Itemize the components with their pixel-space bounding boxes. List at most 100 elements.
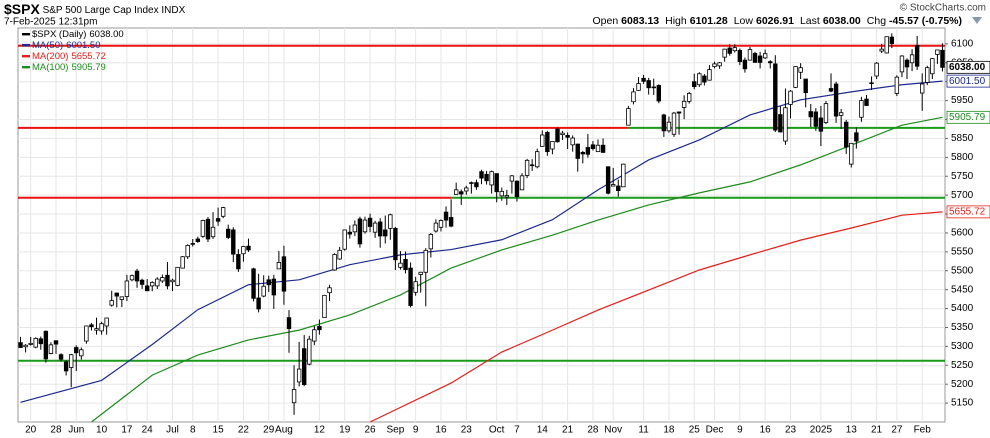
y-tick-label: 5950 [951, 95, 974, 106]
candle-body [453, 189, 459, 195]
candle-body [241, 246, 246, 255]
candle-body [869, 82, 874, 85]
y-tick-label: 5800 [951, 152, 974, 163]
y-tick-label: 5250 [951, 360, 974, 371]
candle-body [788, 90, 793, 105]
candle-body [347, 231, 352, 235]
exchange: INDX [161, 5, 185, 16]
candle-body [134, 270, 140, 282]
candle-body [357, 218, 363, 245]
x-tick-label: 29 [263, 425, 275, 436]
candle-body [155, 278, 160, 287]
candle-body [489, 171, 494, 186]
candle-body [509, 175, 515, 182]
candle-body [798, 67, 803, 73]
candle-body [276, 262, 282, 270]
candle-body [79, 349, 84, 357]
candle-body [661, 114, 667, 132]
quote-label: Chg [867, 15, 886, 27]
candle-body [220, 207, 226, 217]
x-tick-label: 28 [587, 425, 599, 436]
candle-body [742, 59, 748, 70]
candle-body [200, 220, 206, 237]
index-name: S&P 500 Large Cap Index [43, 5, 159, 16]
candle-body [302, 348, 307, 385]
symbol: $SPX [4, 1, 40, 17]
candle-body [727, 47, 732, 54]
candle-body [585, 147, 591, 155]
candle-body [286, 317, 292, 330]
price-tag-box [946, 110, 990, 124]
candle-body [828, 88, 834, 92]
legend-value: 5655.72 [71, 51, 105, 62]
candle-body [236, 254, 241, 270]
candle-body [443, 211, 449, 221]
candle-body [636, 83, 641, 91]
candle-body [307, 338, 312, 365]
quote-value: 6083.13 [621, 15, 659, 27]
candle-body [859, 100, 864, 118]
candle-body [150, 282, 155, 287]
candle-body [271, 278, 277, 296]
candle-body [519, 175, 525, 191]
candle-body [68, 354, 74, 368]
x-tick-label: 22 [238, 425, 250, 436]
y-tick-label: 6100 [951, 39, 974, 50]
menu-arrow[interactable] [972, 17, 982, 24]
y-tick-label: 5350 [951, 322, 974, 333]
candle-body [53, 340, 59, 345]
legend-value: 6001.50 [66, 40, 100, 51]
candle-body [43, 330, 49, 360]
y-tick-label: 5550 [951, 246, 974, 257]
x-tick-label: 20 [25, 425, 37, 436]
candle-body [352, 224, 358, 233]
quote-value: 6101.28 [690, 15, 728, 27]
legend-entry: MA(100) 5905.79 [32, 62, 106, 73]
legend-name: MA(200) [32, 51, 68, 62]
legend-value: 5905.79 [71, 62, 105, 73]
candle-body [712, 63, 717, 67]
x-tick-label: 23 [461, 425, 473, 436]
x-tick-label: 27 [891, 425, 903, 436]
candle-body [773, 63, 778, 131]
candle-body [752, 52, 758, 63]
candle-body [535, 151, 540, 168]
legend-name: MA(100) [32, 62, 68, 73]
candle-body [119, 296, 125, 300]
y-tick-label: 5300 [951, 341, 974, 352]
candle-body [448, 217, 454, 227]
candle-body [920, 83, 925, 94]
ma-line [91, 116, 943, 422]
price-tag-box [946, 74, 990, 88]
candle-body [114, 292, 119, 297]
legend-swatch [22, 44, 30, 47]
candle-body [580, 152, 586, 155]
quote-label: Low [734, 15, 754, 27]
x-tick-label: Aug [275, 425, 293, 436]
price-tag: 6038.00 [949, 62, 986, 73]
candle-body [84, 325, 89, 342]
candle-body [205, 218, 211, 240]
candle-body [438, 220, 444, 228]
candle-body [261, 285, 266, 297]
candle-body [226, 228, 231, 238]
x-tick-label: Jul [166, 425, 179, 436]
candle-body [656, 85, 661, 102]
candle-body [823, 103, 829, 123]
quote-value: 6026.91 [756, 15, 794, 27]
x-tick-label: 28 [50, 425, 62, 436]
price-tag: 6001.50 [949, 76, 986, 87]
datetime: 7-Feb-2025 12:31pm [4, 17, 97, 28]
x-tick-label: 8 [190, 425, 196, 436]
axes: 5150 5200 5250 5300 5350 5400 5450 5500 5550 5600… [25, 39, 990, 436]
candle-body [702, 75, 707, 83]
candle-body [48, 344, 54, 354]
candle-body [494, 173, 499, 193]
y-tick-label: 5700 [951, 190, 974, 201]
legend-entry: MA(50) 6001.50 [32, 40, 101, 51]
candle-body [844, 121, 849, 148]
candle-body [504, 195, 510, 198]
candle-body [524, 159, 530, 176]
candle-body [671, 112, 677, 135]
candle-body [33, 338, 38, 348]
